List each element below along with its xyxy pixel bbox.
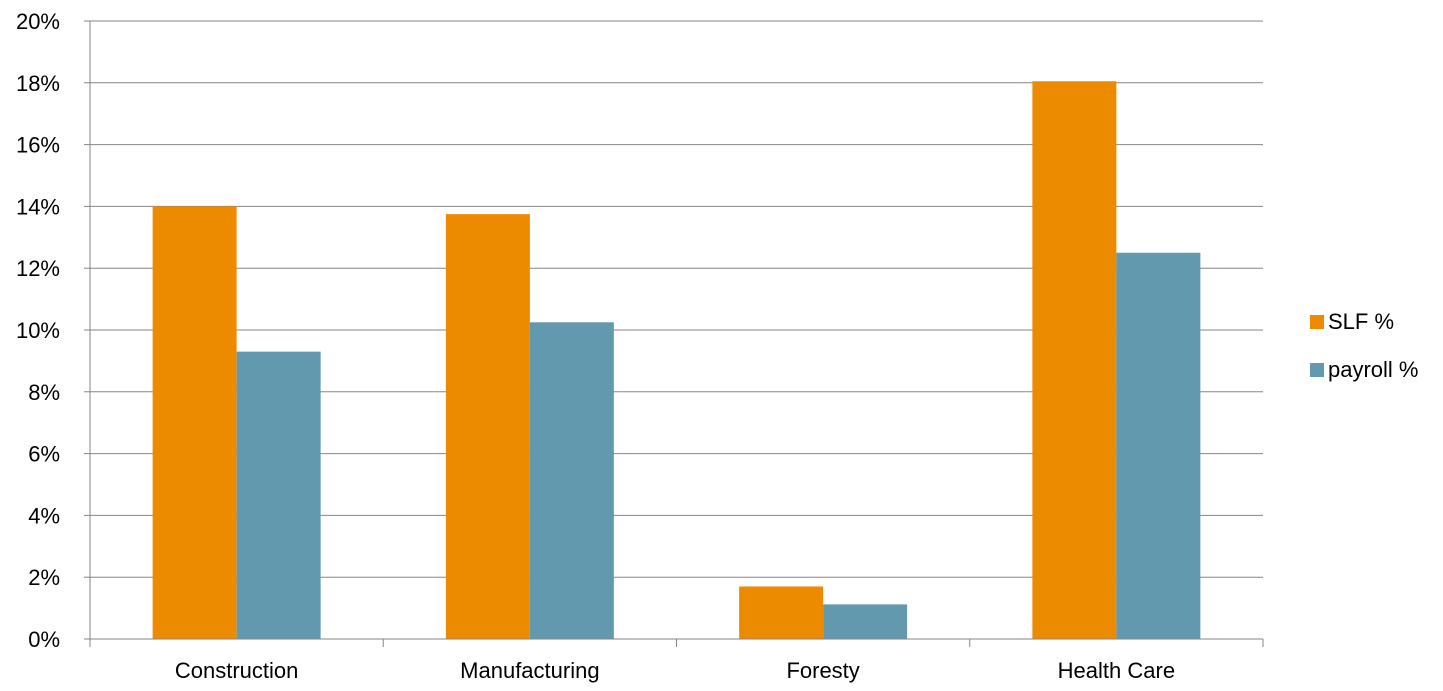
- y-tick-label: 4%: [28, 503, 60, 528]
- bar-slf-1: [445, 214, 530, 639]
- x-category-label: Health Care: [1058, 658, 1175, 683]
- bar-payroll-2: [823, 604, 908, 639]
- y-tick-label: 18%: [16, 71, 60, 96]
- legend-label: SLF %: [1328, 309, 1394, 334]
- y-tick-label: 20%: [16, 9, 60, 34]
- y-tick-label: 16%: [16, 133, 60, 158]
- axes: [84, 20, 1264, 647]
- legend-swatch: [1310, 315, 1324, 329]
- x-category-label: Manufacturing: [460, 658, 599, 683]
- x-category-label: Foresty: [786, 658, 859, 683]
- y-tick-label: 12%: [16, 256, 60, 281]
- bar-payroll-3: [1116, 252, 1201, 639]
- y-tick-label: 10%: [16, 318, 60, 343]
- y-tick-label: 6%: [28, 442, 60, 467]
- bars: [152, 81, 1201, 639]
- legend: SLF % payroll %: [1310, 309, 1418, 382]
- legend-label: payroll %: [1328, 357, 1418, 382]
- y-tick-label: 14%: [16, 194, 60, 219]
- x-category-labels: Construction Manufacturing Foresty Health C…: [175, 658, 1175, 683]
- bar-payroll-1: [529, 322, 614, 639]
- bar-slf-0: [152, 206, 237, 639]
- y-tick-label: 8%: [28, 380, 60, 405]
- y-tick-labels: 0% 2% 4% 6% 8% 10% 12% 14% 16% 18% 20%: [16, 9, 60, 652]
- y-tick-label: 2%: [28, 565, 60, 590]
- y-tick-label: 0%: [28, 627, 60, 652]
- bar-slf-3: [1032, 81, 1117, 639]
- x-category-label: Construction: [175, 658, 299, 683]
- bar-payroll-0: [236, 351, 321, 639]
- bar-slf-2: [739, 586, 824, 639]
- legend-swatch: [1310, 363, 1324, 377]
